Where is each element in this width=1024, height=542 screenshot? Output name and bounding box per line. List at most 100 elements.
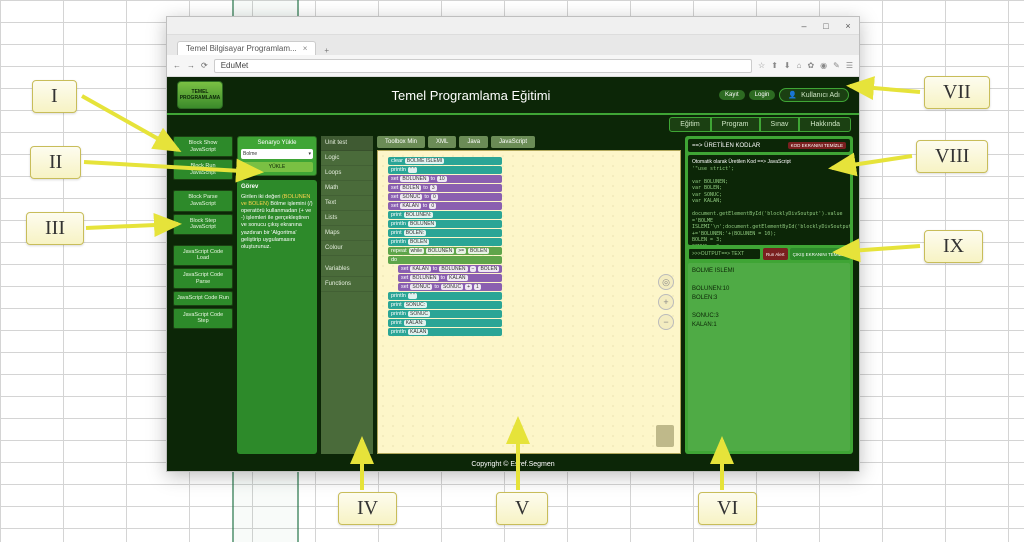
blk-println-sonuc[interactable]: println SONUC	[388, 310, 502, 318]
browser-window: – □ × Temel Bilgisayar Programlam... × +…	[166, 16, 860, 472]
sb-code-parse[interactable]: JavaScript Code Parse	[173, 268, 233, 289]
app-logo[interactable]: TEMEL PROGRAMLAMA	[177, 81, 223, 109]
tbx-lists[interactable]: Lists	[321, 211, 373, 226]
tbx-unit-test[interactable]: Unit test	[321, 136, 373, 151]
tab-title: Temel Bilgisayar Programlam...	[186, 44, 297, 53]
gear-icon[interactable]: ✿	[807, 61, 814, 70]
clear-output-button[interactable]: ÇIKIŞ EKRANINI TEMİZLE	[790, 248, 850, 260]
blk-set-bolen[interactable]: set BOLEN to 3	[388, 184, 502, 192]
tab-java[interactable]: Java	[459, 136, 488, 148]
window-maximize[interactable]: □	[815, 21, 837, 31]
sb-block-run[interactable]: Block Run JavaScript	[173, 159, 233, 180]
blk-println-kalan[interactable]: println KALAN	[388, 328, 502, 336]
user-icon: 👤	[788, 91, 797, 99]
shield-icon[interactable]: ◉	[820, 61, 827, 70]
run-row: >>>OUTPUT==> TEXT Run Alert ÇIKIŞ EKRANI…	[688, 248, 850, 260]
window-close[interactable]: ×	[837, 21, 859, 31]
blk-repeat[interactable]: repeat while BOLUNEN >= BOLEN	[388, 247, 502, 255]
tbx-math[interactable]: Math	[321, 181, 373, 196]
blk-print-kalan-label[interactable]: print KALAN:	[388, 319, 502, 327]
scenario-select[interactable]: Bolme ▾	[241, 149, 313, 159]
tab-toolbox-min[interactable]: Toolbox Min	[377, 136, 425, 148]
tbx-text[interactable]: Text	[321, 196, 373, 211]
generated-code: Otomatik olarak Üretilen Kod ==> JavaScr…	[688, 155, 850, 245]
tab-strip: Temel Bilgisayar Programlam... × +	[167, 35, 859, 55]
tbx-colour[interactable]: Colour	[321, 241, 373, 256]
callout-6: VI	[698, 492, 757, 525]
output-target[interactable]: >>>OUTPUT==> TEXT	[688, 248, 761, 260]
login-button[interactable]: Login	[749, 90, 776, 100]
sb-block-step[interactable]: Block Step JavaScript	[173, 214, 233, 235]
sb-code-step[interactable]: JavaScript Code Step	[173, 308, 233, 329]
ws-zoom-out-icon[interactable]: −	[658, 314, 674, 330]
sb-block-parse[interactable]: Block Parse JavaScript	[173, 190, 233, 211]
callout-4: IV	[338, 492, 397, 525]
ws-zoom-in-icon[interactable]: +	[658, 294, 674, 310]
nav-back-icon[interactable]: ←	[173, 61, 181, 70]
user-chip[interactable]: 👤 Kullanıcı Adı	[779, 88, 849, 102]
menu-icon[interactable]: ☰	[846, 61, 853, 70]
blk-print-sonuc-label[interactable]: print SONUC:	[388, 301, 502, 309]
register-button[interactable]: Kayıt	[719, 90, 745, 100]
blk-set-sonuc[interactable]: set SONUC to 0	[388, 193, 502, 201]
blk-do[interactable]: do	[388, 256, 502, 264]
main-area: Block Show JavaScript Block Run JavaScri…	[167, 136, 859, 458]
nav-forward-icon[interactable]: →	[187, 61, 195, 70]
trash-icon[interactable]	[656, 425, 674, 447]
blk-set-bolunen-kalan[interactable]: set BOLUNEN to KALAN	[398, 274, 502, 282]
blk-print-bolen-label[interactable]: print BOLEN:	[388, 229, 502, 237]
blk-println-bolen[interactable]: println BOLEN	[388, 238, 502, 246]
blk-set-kalan-expr[interactable]: set KALAN to BOLUNEN − BOLEN	[398, 265, 502, 273]
new-tab-button[interactable]: +	[318, 46, 335, 55]
callout-9: IX	[924, 230, 983, 263]
tab-close-icon[interactable]: ×	[303, 44, 308, 53]
task-panel: Görev Girilen iki değeri (BOLUNEN ve BOL…	[237, 180, 317, 454]
blk-print-bolunen-label[interactable]: print BOLUNEN:	[388, 211, 502, 219]
sb-code-load[interactable]: JavaScript Code Load	[173, 245, 233, 266]
spacer	[173, 182, 233, 188]
window-minimize[interactable]: –	[793, 21, 815, 31]
tab-xml[interactable]: XML	[428, 136, 456, 148]
blk-set-sonuc-inc[interactable]: set SONUC to SONUC + 1	[398, 283, 502, 291]
blk-println-blank[interactable]: println “ ”	[388, 292, 502, 300]
sb-code-run[interactable]: JavaScript Code Run	[173, 291, 233, 306]
callout-5: V	[496, 492, 548, 525]
block-stack[interactable]: clear BOLME ISLEMI println “ ” set BOLUN…	[388, 157, 502, 337]
nav-egitim[interactable]: Eğitim	[669, 117, 710, 132]
blk-println-bolunen[interactable]: println BOLUNEN	[388, 220, 502, 228]
tbx-loops[interactable]: Loops	[321, 166, 373, 181]
nav-bar: Eğitim Program Sınav Hakkında	[167, 115, 859, 136]
clear-code-button[interactable]: KOD EKRANINI TEMİZLE	[788, 142, 846, 149]
tbx-variables[interactable]: Variables	[321, 262, 373, 277]
code-body: '"use strict'; var BOLUNEN; var BOLEN; v…	[692, 166, 846, 246]
upload-icon[interactable]: ⬆	[771, 61, 778, 70]
workspace-tabs: Toolbox Min XML Java JavaScript	[377, 136, 681, 148]
scenario-selected: Bolme	[243, 151, 257, 157]
tbx-functions[interactable]: Functions	[321, 277, 373, 292]
tab-javascript[interactable]: JavaScript	[491, 136, 535, 148]
browser-tab[interactable]: Temel Bilgisayar Programlam... ×	[177, 41, 316, 55]
download-icon[interactable]: ⬇	[784, 61, 791, 70]
blk-println[interactable]: println “ ”	[388, 166, 502, 174]
blk-set-kalan[interactable]: set KALAN to 0	[388, 202, 502, 210]
scenario-load-button[interactable]: YÜKLE	[241, 162, 313, 172]
nav-sinav[interactable]: Sınav	[760, 117, 800, 132]
callout-2: II	[30, 146, 81, 179]
sb-block-show[interactable]: Block Show JavaScript	[173, 136, 233, 157]
home-icon[interactable]: ⌂	[797, 61, 802, 70]
blk-set-bolunen[interactable]: set BOLUNEN to 10	[388, 175, 502, 183]
nav-hakkinda[interactable]: Hakkında	[799, 117, 851, 132]
result-line: BOLEN:3	[692, 294, 846, 303]
scenario-title: Senaryo Yükle	[241, 140, 313, 146]
url-input[interactable]: EduMet	[214, 59, 752, 73]
blk-clear[interactable]: clear BOLME ISLEMI	[388, 157, 502, 165]
blockly-workspace[interactable]: clear BOLME ISLEMI println “ ” set BOLUN…	[377, 150, 681, 454]
nav-reload-icon[interactable]: ⟳	[201, 61, 208, 70]
nav-program[interactable]: Program	[711, 117, 760, 132]
star-icon[interactable]: ☆	[758, 61, 765, 70]
run-alert-button[interactable]: Run Alert	[763, 248, 788, 260]
tbx-maps[interactable]: Maps	[321, 226, 373, 241]
tbx-logic[interactable]: Logic	[321, 151, 373, 166]
note-icon[interactable]: ✎	[833, 61, 840, 70]
ws-center-icon[interactable]: ◎	[658, 274, 674, 290]
